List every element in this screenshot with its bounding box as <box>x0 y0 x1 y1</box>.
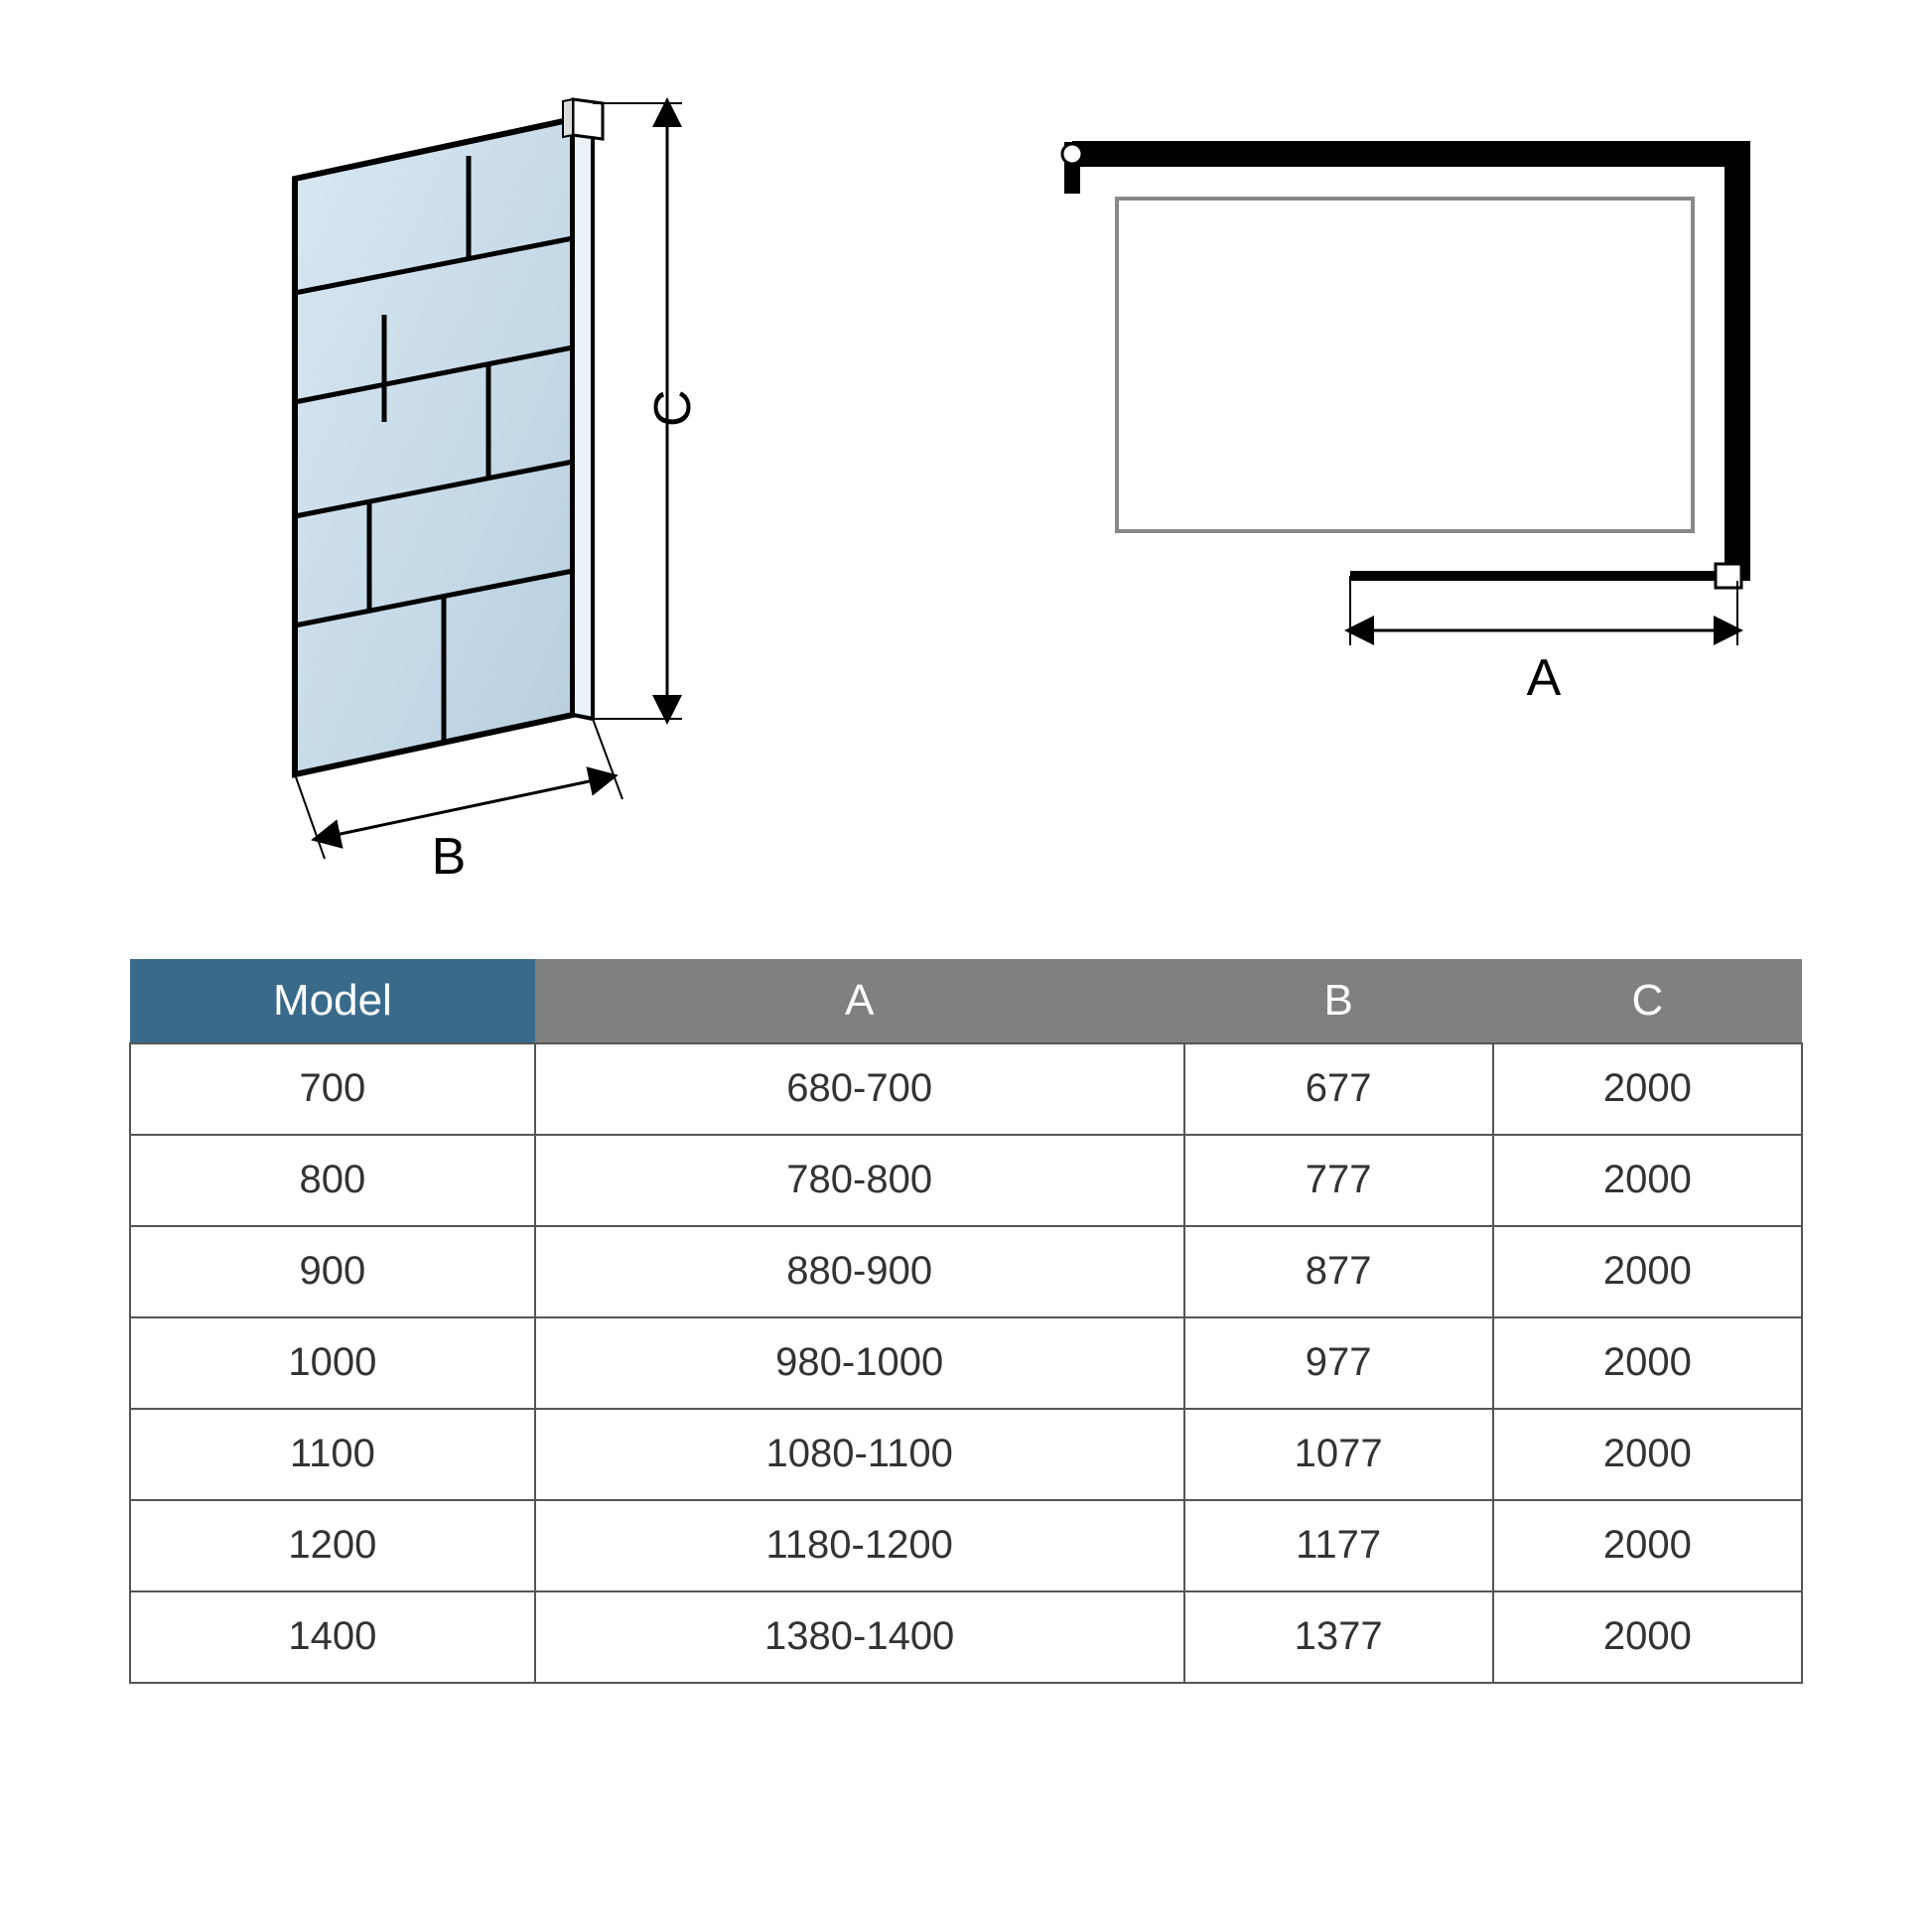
table-cell: 777 <box>1184 1135 1493 1226</box>
table-cell: 1080-1100 <box>535 1409 1184 1500</box>
col-header-model: Model <box>130 959 535 1043</box>
table-body: 700680-7006772000800780-8007772000900880… <box>130 1043 1802 1683</box>
table-cell: 1077 <box>1184 1409 1493 1500</box>
table-cell: 1000 <box>130 1317 535 1409</box>
dimensions-table: ModelABC 700680-7006772000800780-8007772… <box>129 959 1803 1684</box>
table-row: 12001180-120011772000 <box>130 1500 1802 1591</box>
dim-label-a: A <box>1526 649 1561 707</box>
table-cell: 1380-1400 <box>535 1591 1184 1683</box>
table-cell: 877 <box>1184 1226 1493 1317</box>
col-header-c: C <box>1493 959 1802 1043</box>
dim-label-c: C <box>644 389 702 427</box>
table-cell: 980-1000 <box>535 1317 1184 1409</box>
panel-perspective-diagram: C B <box>79 60 966 913</box>
table-cell: 800 <box>130 1135 535 1226</box>
table-cell: 2000 <box>1493 1500 1802 1591</box>
table-cell: 700 <box>130 1043 535 1135</box>
table-cell: 1100 <box>130 1409 535 1500</box>
table-cell: 1200 <box>130 1500 535 1591</box>
plan-view-diagram: A <box>966 60 1853 755</box>
table-cell: 2000 <box>1493 1226 1802 1317</box>
table-row: 900880-9008772000 <box>130 1226 1802 1317</box>
diagrams-row: C B <box>40 40 1892 929</box>
col-header-b: B <box>1184 959 1493 1043</box>
table-cell: 2000 <box>1493 1591 1802 1683</box>
table-row: 14001380-140013772000 <box>130 1591 1802 1683</box>
table-cell: 780-800 <box>535 1135 1184 1226</box>
table-cell: 880-900 <box>535 1226 1184 1317</box>
table-cell: 2000 <box>1493 1043 1802 1135</box>
table-row: 800780-8007772000 <box>130 1135 1802 1226</box>
table-cell: 2000 <box>1493 1135 1802 1226</box>
table-row: 700680-7006772000 <box>130 1043 1802 1135</box>
table-cell: 2000 <box>1493 1317 1802 1409</box>
table-header-row: ModelABC <box>130 959 1802 1043</box>
dimensions-table-container: ModelABC 700680-7006772000800780-8007772… <box>40 929 1892 1684</box>
table-row: 1000980-10009772000 <box>130 1317 1802 1409</box>
table-cell: 2000 <box>1493 1409 1802 1500</box>
dim-label-b: B <box>431 828 466 886</box>
table-cell: 1180-1200 <box>535 1500 1184 1591</box>
table-cell: 977 <box>1184 1317 1493 1409</box>
table-cell: 677 <box>1184 1043 1493 1135</box>
table-cell: 1177 <box>1184 1500 1493 1591</box>
table-cell: 1400 <box>130 1591 535 1683</box>
table-cell: 900 <box>130 1226 535 1317</box>
table-cell: 680-700 <box>535 1043 1184 1135</box>
table-row: 11001080-110010772000 <box>130 1409 1802 1500</box>
col-header-a: A <box>535 959 1184 1043</box>
table-cell: 1377 <box>1184 1591 1493 1683</box>
